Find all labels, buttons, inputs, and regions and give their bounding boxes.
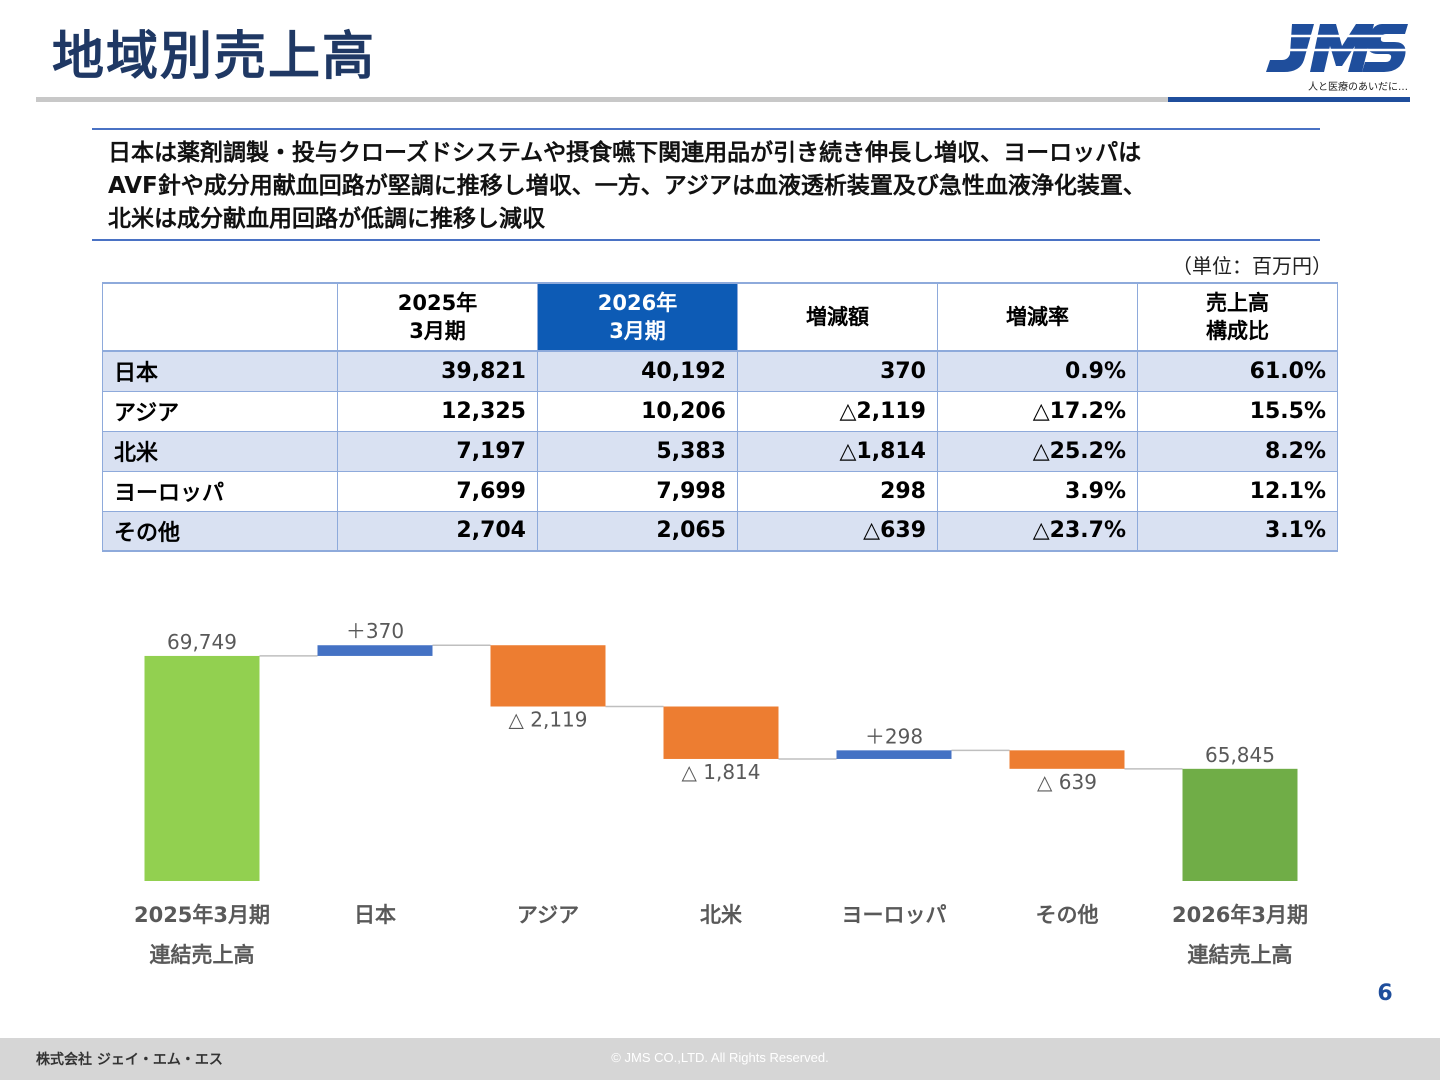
header-cell-region [102, 282, 338, 352]
change-cell: 370 [737, 351, 938, 392]
category-label: 2026年3月期 [1172, 903, 1308, 927]
data-label: ＋370 [346, 619, 404, 643]
fy2025-cell: 39,821 [337, 351, 538, 392]
unit-label: （単位：百万円） [1172, 254, 1332, 278]
table-row: アジア 12,325 10,206 △2,119 △17.2% 15.5% [102, 391, 1338, 432]
summary-box: 日本は薬剤調製・投与クローズドシステムや摂食嚥下関連用品が引き続き伸長し増収、ヨ… [92, 128, 1320, 241]
fy2025-cell: 12,325 [337, 391, 538, 432]
category-label: アジア [517, 903, 579, 927]
rate-cell: △23.7% [937, 511, 1138, 552]
header-cell-share: 売上高 構成比 [1137, 282, 1338, 352]
share-cell: 12.1% [1137, 471, 1338, 512]
change-cell: △2,119 [737, 391, 938, 432]
share-cell: 61.0% [1137, 351, 1338, 392]
header-cell-change: 増減額 [737, 282, 938, 352]
fy2026-cell: 10,206 [537, 391, 738, 432]
waterfall-bar [663, 706, 779, 759]
change-cell: △639 [737, 511, 938, 552]
category-label: 2025年3月期 [134, 903, 270, 927]
region-cell: その他 [102, 511, 338, 552]
fy2026-cell: 7,998 [537, 471, 738, 512]
fy2025-cell: 7,197 [337, 431, 538, 472]
region-cell: 日本 [102, 351, 338, 392]
fy2025-cell: 7,699 [337, 471, 538, 512]
table-row: その他 2,704 2,065 △639 △23.7% 3.1% [102, 511, 1338, 552]
waterfall-bar [317, 645, 433, 656]
logo-tagline: 人と医療のあいだに… [1308, 82, 1408, 93]
header-cell-rate: 増減率 [937, 282, 1138, 352]
title-divider-accent [1168, 97, 1410, 102]
region-cell: 北米 [102, 431, 338, 472]
jms-logo-icon [1262, 24, 1408, 72]
rate-cell: △17.2% [937, 391, 1138, 432]
rate-cell: 0.9% [937, 351, 1138, 392]
table-header-row: 2025年 3月期 2026年 3月期 増減額 増減率 売上高 構成比 [102, 282, 1338, 352]
data-label: 69,749 [167, 630, 237, 654]
fy2026-cell: 5,383 [537, 431, 738, 472]
change-cell: △1,814 [737, 431, 938, 472]
category-label: 連結売上高 [150, 943, 255, 967]
category-label: 日本 [354, 903, 396, 927]
fy2025-cell: 2,704 [337, 511, 538, 552]
rate-cell: △25.2% [937, 431, 1138, 472]
region-cell: ヨーロッパ [102, 471, 338, 512]
table-row: 日本 39,821 40,192 370 0.9% 61.0% [102, 351, 1338, 392]
data-label: △ 1,814 [682, 760, 761, 784]
summary-line: 北米は成分献血用回路が低調に推移し減収 [108, 206, 545, 232]
summary-line: 日本は薬剤調製・投与クローズドシステムや摂食嚥下関連用品が引き続き伸長し増収、ヨ… [108, 140, 1142, 166]
page-number: 6 [1377, 981, 1393, 1006]
footer-bar: 株式会社 ジェイ・エム・エス © JMS CO.,LTD. All Rights… [0, 1038, 1440, 1080]
waterfall-bar [1182, 768, 1298, 881]
share-cell: 15.5% [1137, 391, 1338, 432]
table-row: ヨーロッパ 7,699 7,998 298 3.9% 12.1% [102, 471, 1338, 512]
fy2026-cell: 40,192 [537, 351, 738, 392]
regional-sales-table: 2025年 3月期 2026年 3月期 増減額 増減率 売上高 構成比 日本 39,8… [102, 282, 1338, 552]
company-logo: 人と医療のあいだに… [1262, 20, 1408, 94]
category-label: その他 [1036, 903, 1099, 927]
footer-copyright: © JMS CO.,LTD. All Rights Reserved. [611, 1050, 829, 1065]
change-cell: 298 [737, 471, 938, 512]
page-title: 地域別売上高 [52, 27, 377, 87]
category-label: ヨーロッパ [842, 903, 947, 927]
share-cell: 8.2% [1137, 431, 1338, 472]
footer-company: 株式会社 ジェイ・エム・エス [36, 1052, 223, 1068]
category-label: 北米 [700, 903, 743, 927]
header-cell-fy2026: 2026年 3月期 [537, 282, 738, 352]
waterfall-bar [144, 655, 260, 881]
region-cell: アジア [102, 391, 338, 432]
share-cell: 3.1% [1137, 511, 1338, 552]
waterfall-bar [1009, 750, 1125, 769]
header-cell-fy2025: 2025年 3月期 [337, 282, 538, 352]
data-label: △ 2,119 [509, 708, 588, 732]
rate-cell: 3.9% [937, 471, 1138, 512]
summary-line: AVF針や成分用献血回路が堅調に推移し増収、一方、アジアは血液透析装置及び急性血… [108, 173, 1146, 199]
waterfall-bar [836, 750, 952, 759]
category-label: 連結売上高 [1188, 943, 1293, 967]
fy2026-cell: 2,065 [537, 511, 738, 552]
title-divider [36, 97, 1168, 102]
data-label: 65,845 [1205, 743, 1275, 767]
data-label: ＋298 [865, 724, 923, 748]
waterfall-bar [490, 645, 606, 707]
table-row: 北米 7,197 5,383 △1,814 △25.2% 8.2% [102, 431, 1338, 472]
data-label: △ 639 [1037, 770, 1097, 794]
